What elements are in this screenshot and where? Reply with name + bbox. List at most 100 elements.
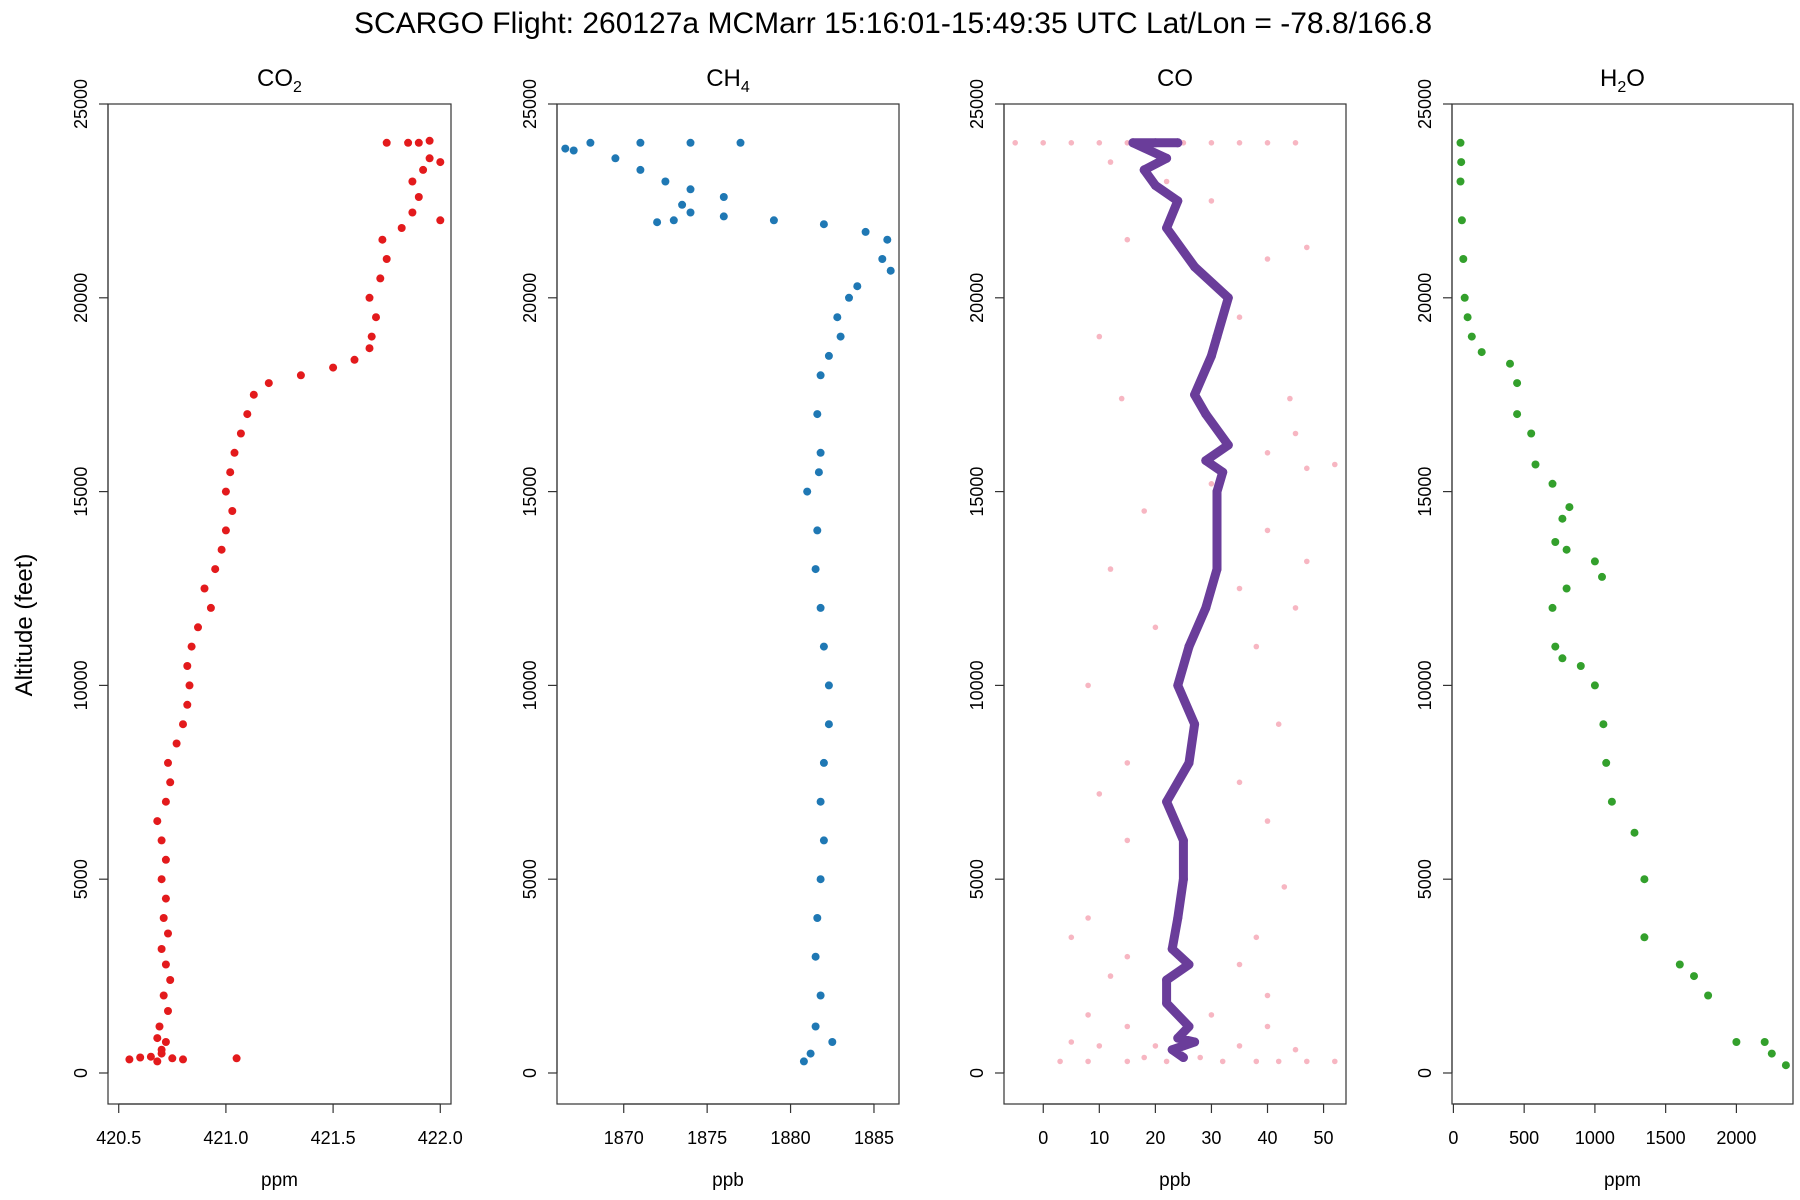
x-tick-label: 422.0: [418, 1128, 463, 1148]
co-raw-point: [1236, 779, 1243, 786]
panel-title-subscript: 2: [293, 79, 302, 96]
panel-title: CO: [1157, 65, 1193, 92]
co-raw-point: [1236, 585, 1243, 592]
series-co2: [125, 136, 445, 1066]
ch4-point: [814, 468, 823, 477]
co-raw-point: [1264, 256, 1271, 262]
panel-title-main: CO: [1157, 65, 1193, 92]
x-tick-label: 1500: [1646, 1128, 1686, 1148]
co-raw-point: [1287, 395, 1293, 402]
ch4-point: [816, 603, 825, 612]
ch4-point: [719, 193, 728, 201]
x-tick-label: 1000: [1575, 1128, 1615, 1148]
y-tick-label: 15000: [1415, 467, 1435, 517]
co2-point: [125, 1055, 134, 1064]
x-tick-label: 421.0: [203, 1128, 248, 1148]
co2-point: [185, 681, 194, 690]
co2-point: [296, 371, 305, 380]
co2-point: [264, 379, 273, 388]
co2-point: [166, 976, 175, 984]
h2o-point: [1767, 1049, 1776, 1058]
y-tick-label: 0: [1415, 1068, 1435, 1078]
ch4-point: [883, 235, 892, 244]
panel-title-tail: O: [1626, 65, 1645, 92]
co2-point: [136, 1053, 145, 1062]
co-raw-point: [1236, 140, 1243, 146]
co2-point: [376, 274, 385, 283]
co2-point: [414, 138, 423, 147]
panel-title: CO2: [257, 65, 302, 96]
panel-title-main: H: [1600, 65, 1617, 92]
ch4-point: [828, 1038, 837, 1046]
co2-point: [382, 138, 391, 147]
y-tick-label: 25000: [71, 79, 91, 129]
co2-point: [194, 623, 202, 632]
co2-point: [157, 1045, 166, 1054]
co2-point: [157, 836, 166, 845]
co2-point: [382, 255, 391, 263]
ch4-point: [824, 351, 833, 360]
h2o-point: [1551, 538, 1560, 546]
co-raw-point: [1292, 140, 1299, 146]
co-raw-point: [1096, 1043, 1103, 1049]
co-smoothed-line: [1128, 138, 1233, 1062]
co2-point: [153, 817, 162, 826]
co2-point: [161, 1038, 170, 1046]
co-raw-point: [1141, 1054, 1147, 1061]
ch4-point: [806, 1049, 815, 1058]
ch4-point: [824, 681, 833, 690]
co2-point: [172, 739, 181, 748]
co-raw-point: [1236, 314, 1243, 321]
ch4-point: [611, 154, 620, 163]
co2-point: [436, 158, 445, 167]
h2o-point: [1562, 584, 1571, 593]
panel-ch4: CH4 1870 1875 1880 1885 ppb 0 5000 10000 15000 200…: [520, 65, 900, 1191]
y-tick-label: 20000: [520, 273, 540, 323]
ch4-point: [853, 282, 862, 291]
y-tick-label: 0: [71, 1068, 91, 1078]
y-axis-label: Altitude (feet): [11, 554, 38, 697]
y-tick-label: 15000: [520, 467, 540, 517]
co2-point: [367, 332, 376, 341]
co-raw-point: [1057, 1058, 1063, 1065]
ch4-point: [736, 138, 745, 147]
x-axis-label: ppb: [712, 1170, 744, 1191]
h2o-point: [1558, 654, 1567, 663]
co-raw-point: [1163, 1058, 1170, 1065]
x-tick-label: 30: [1201, 1128, 1221, 1148]
ch4-point: [586, 138, 595, 147]
co-raw-point: [1152, 624, 1159, 631]
co-raw-point: [1124, 760, 1131, 766]
ch4-point: [636, 165, 645, 174]
y-tick-label: 10000: [1415, 660, 1435, 710]
h2o-point: [1463, 313, 1472, 322]
co-raw-point: [1292, 430, 1299, 437]
panel-h2o: H2O 0 500 1000 1500 2000 ppm 0 5000 10000 15000 200…: [1415, 65, 1794, 1191]
co2-point: [183, 700, 192, 709]
x-tick-label: 1870: [604, 1128, 644, 1148]
co-raw-point: [1304, 1058, 1310, 1065]
co-raw-point: [1264, 527, 1271, 534]
co2-point: [365, 344, 374, 353]
co-raw-point: [1208, 140, 1215, 146]
h2o-point: [1590, 681, 1599, 690]
co2-point: [206, 603, 215, 612]
co2-point: [161, 797, 170, 806]
y-tick-label: 5000: [1415, 859, 1435, 899]
co2-point: [166, 778, 175, 787]
co-raw-point: [1253, 643, 1260, 650]
h2o-point: [1513, 379, 1522, 388]
h2o-point: [1531, 460, 1540, 469]
co-raw-point: [1304, 244, 1310, 251]
y-tick-label: 5000: [520, 859, 540, 899]
x-tick-label: 1875: [687, 1128, 727, 1148]
co2-point: [217, 545, 226, 554]
h2o-point: [1640, 875, 1649, 884]
co2-point: [329, 363, 338, 372]
ch4-point: [811, 565, 820, 574]
co2-point: [350, 355, 359, 364]
co2-point: [378, 235, 387, 244]
ch4-point: [678, 200, 687, 209]
x-tick-label: 1885: [854, 1128, 894, 1148]
y-tick-label: 5000: [967, 859, 987, 899]
